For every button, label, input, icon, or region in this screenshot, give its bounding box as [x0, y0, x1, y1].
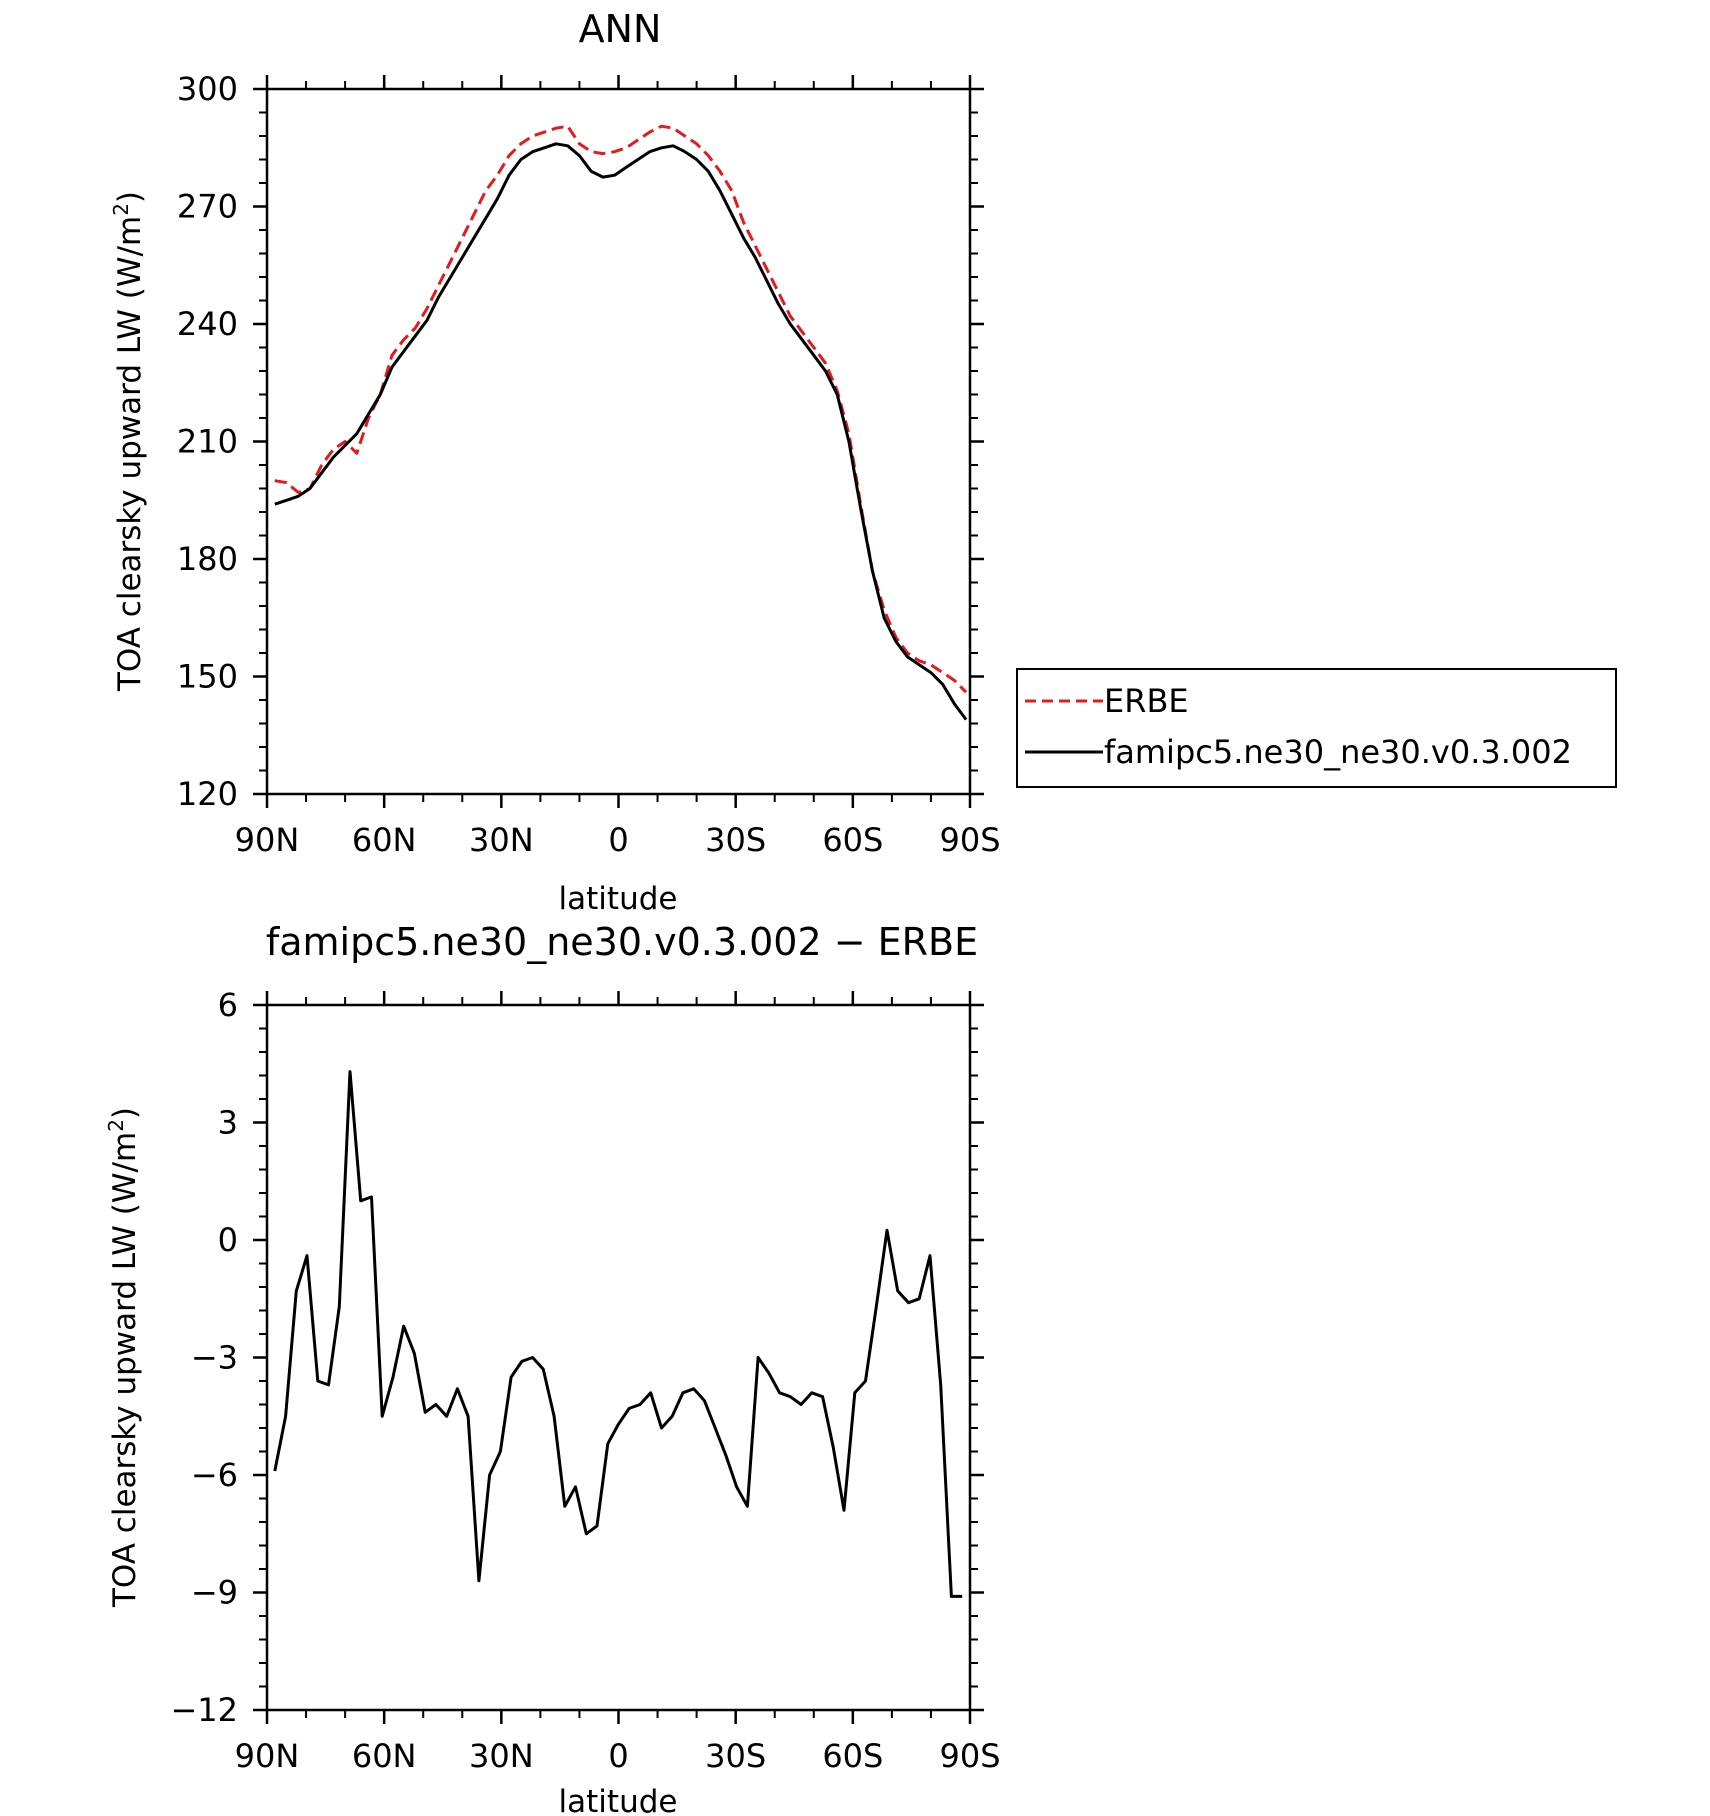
- top-ytick-label-3: 210: [177, 423, 238, 461]
- bottom-ytick-label-1: 3: [218, 1104, 238, 1142]
- top-xtick-label-4: 30S: [705, 821, 766, 859]
- bottom-series-difference: [273, 1070, 963, 1598]
- legend-label-model: famipc5.ne30_ne30.v0.3.002: [1104, 733, 1572, 771]
- bottom-xtick-label-4: 30S: [705, 1737, 766, 1775]
- bottom-y-axis-title-superscript: 2: [104, 1119, 128, 1132]
- bottom-y-tick-labels: 6 3 0 −3 −6 −9 −12: [170, 986, 238, 1729]
- bottom-panel: famipc5.ne30_ne30.v0.3.002 − ERBE 6 3 0 −3 −…: [104, 920, 1001, 1816]
- top-chart-title: ANN: [579, 7, 662, 51]
- bottom-ytick-label-0: 6: [218, 986, 238, 1024]
- top-y-axis-title-close: ): [112, 191, 148, 203]
- top-series-lines: [274, 124, 968, 721]
- top-ytick-label-2: 240: [177, 305, 238, 343]
- top-xtick-label-5: 60S: [822, 821, 883, 859]
- top-xtick-label-3: 0: [608, 821, 628, 859]
- bottom-ytick-label-5: −9: [191, 1574, 238, 1612]
- bottom-ytick-label-2: 0: [218, 1221, 238, 1259]
- top-x-tick-labels: 90N 60N 30N 0 30S 60S 90S: [235, 821, 1001, 859]
- legend: ERBE famipc5.ne30_ne30.v0.3.002: [1016, 668, 1617, 788]
- top-xtick-label-1: 60N: [352, 821, 417, 859]
- bottom-xtick-label-6: 90S: [939, 1737, 1000, 1775]
- top-xtick-label-0: 90N: [235, 821, 300, 859]
- top-y-axis-title-superscript: 2: [109, 203, 133, 216]
- top-ytick-label-6: 120: [177, 775, 238, 813]
- bottom-y-axis-title-close: ): [107, 1107, 143, 1119]
- top-y-axis-title: TOA clearsky upward LW (W/m2): [109, 191, 148, 692]
- bottom-ytick-label-3: −3: [191, 1339, 238, 1377]
- top-tick-marks: [253, 75, 984, 808]
- bottom-xtick-label-3: 0: [608, 1737, 628, 1775]
- top-ytick-label-1: 270: [177, 188, 238, 226]
- bottom-y-axis-title-main: TOA clearsky upward LW (W/m: [107, 1132, 143, 1608]
- top-ytick-label-4: 180: [177, 540, 238, 578]
- legend-label-erbe: ERBE: [1104, 682, 1189, 720]
- bottom-x-axis-title: latitude: [559, 1784, 678, 1816]
- bottom-tick-marks: [253, 991, 984, 1724]
- top-panel: ANN 300 270 240 210 180 150 120 90N 60N 30N 0 30S 6…: [109, 7, 1001, 917]
- bottom-xtick-label-2: 30N: [469, 1737, 534, 1775]
- bottom-chart-title: famipc5.ne30_ne30.v0.3.002 − ERBE: [266, 920, 978, 964]
- bottom-xtick-label-0: 90N: [235, 1737, 300, 1775]
- top-ytick-label-5: 150: [177, 658, 238, 696]
- bottom-ytick-label-6: −12: [170, 1691, 238, 1729]
- top-y-axis-title-main: TOA clearsky upward LW (W/m: [112, 216, 148, 692]
- top-xtick-label-6: 90S: [939, 821, 1000, 859]
- top-x-axis-title: latitude: [559, 881, 678, 917]
- bottom-xtick-label-5: 60S: [822, 1737, 883, 1775]
- bottom-xtick-label-1: 60N: [352, 1737, 417, 1775]
- bottom-x-tick-labels: 90N 60N 30N 0 30S 60S 90S: [235, 1737, 1001, 1775]
- legend-box: [1016, 668, 1617, 788]
- bottom-y-axis-title: TOA clearsky upward LW (W/m2): [104, 1107, 143, 1608]
- top-ytick-label-0: 300: [177, 70, 238, 108]
- bottom-ytick-label-4: −6: [191, 1456, 238, 1494]
- bottom-series-lines: [273, 1070, 963, 1598]
- top-xtick-label-2: 30N: [469, 821, 534, 859]
- top-plot-frame: [265, 87, 972, 796]
- top-series-famipc5-ne30-ne30-v0-3-002: [274, 142, 968, 721]
- top-y-tick-labels: 300 270 240 210 180 150 120: [177, 70, 238, 813]
- top-series-erbe: [274, 124, 968, 694]
- bottom-plot-frame: [265, 1003, 972, 1712]
